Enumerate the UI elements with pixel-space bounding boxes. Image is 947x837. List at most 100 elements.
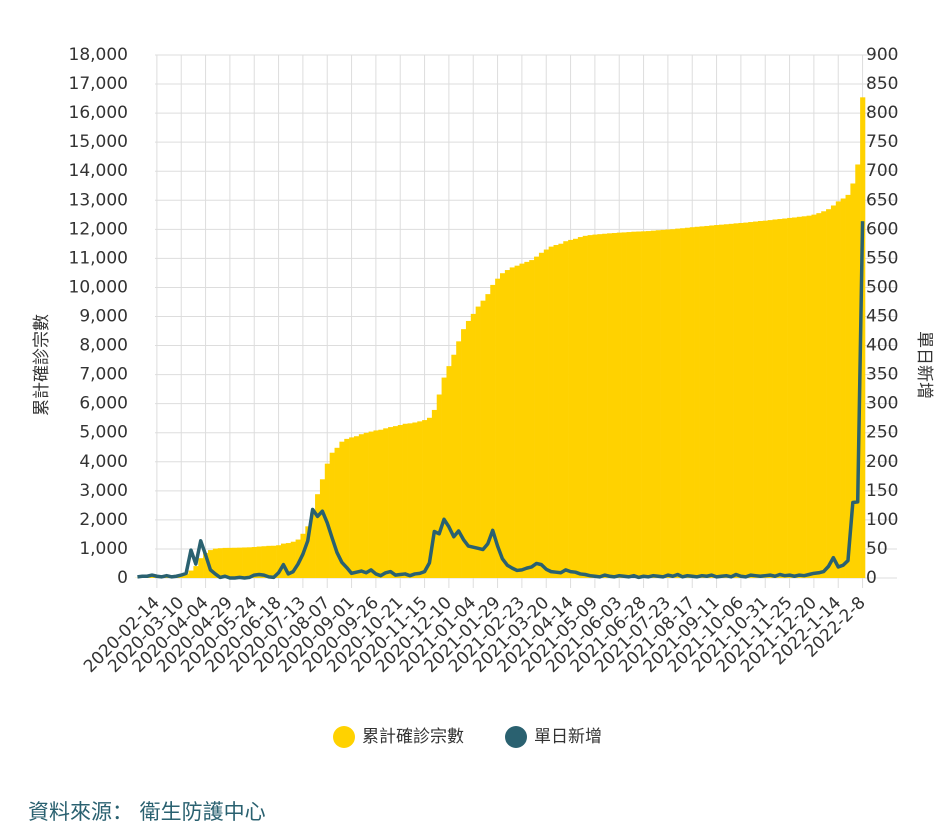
- bar: [724, 224, 729, 578]
- source-note: 資料來源： 衛生防護中心: [28, 800, 266, 824]
- bar: [578, 237, 583, 578]
- y2-tick-label: 650: [866, 190, 898, 210]
- legend-swatch: [333, 726, 355, 748]
- y-tick-label: 6,000: [79, 394, 128, 414]
- bar: [237, 548, 242, 578]
- y2-tick-label: 750: [866, 132, 898, 152]
- bar: [247, 547, 252, 578]
- y2-tick-label: 200: [866, 452, 898, 472]
- bar: [821, 211, 826, 578]
- y2-tick-label: 250: [866, 423, 898, 443]
- y2-tick-label: 600: [866, 219, 898, 239]
- bar: [607, 233, 612, 578]
- bar: [558, 244, 563, 578]
- bar: [768, 220, 773, 578]
- bar: [792, 217, 797, 578]
- y-tick-label: 3,000: [79, 481, 128, 501]
- y2-tick-label: 150: [866, 481, 898, 501]
- bar: [544, 250, 549, 578]
- bar: [534, 257, 539, 578]
- bar: [412, 422, 417, 578]
- bar: [612, 233, 617, 578]
- bar: [777, 219, 782, 578]
- bar: [807, 216, 812, 578]
- bar: [539, 253, 544, 578]
- bar: [831, 205, 836, 578]
- bar: [763, 221, 768, 578]
- y-tick-label: 15,000: [69, 132, 128, 152]
- bar: [383, 428, 388, 578]
- bar: [471, 314, 476, 578]
- bar: [583, 236, 588, 578]
- bar: [811, 215, 816, 578]
- y2-tick-label: 400: [866, 336, 898, 356]
- y2-tick-label: 550: [866, 248, 898, 268]
- y-tick-label: 9,000: [79, 307, 128, 327]
- y2-tick-label: 100: [866, 510, 898, 530]
- bar: [636, 232, 641, 578]
- bar: [714, 225, 719, 578]
- y-tick-label: 4,000: [79, 452, 128, 472]
- bar: [505, 270, 510, 578]
- y2-tick-label: 50: [866, 539, 888, 559]
- bar: [729, 224, 734, 578]
- bar: [680, 228, 685, 578]
- bar: [481, 301, 486, 578]
- bar: [753, 222, 758, 578]
- bar: [373, 430, 378, 578]
- y-tick-label: 18,000: [69, 45, 128, 65]
- bar: [364, 433, 369, 578]
- y2-tick-label: 700: [866, 161, 898, 181]
- bar: [369, 432, 374, 578]
- bar: [661, 230, 666, 578]
- y2-tick-label: 450: [866, 307, 898, 327]
- bar: [554, 245, 559, 578]
- bar: [442, 378, 447, 578]
- bar: [549, 247, 554, 578]
- bar: [529, 260, 534, 578]
- bar: [748, 222, 753, 578]
- y-tick-label: 7,000: [79, 365, 128, 385]
- y2-tick-label: 300: [866, 394, 898, 414]
- y-tick-label: 0: [117, 568, 128, 588]
- bar: [685, 228, 690, 578]
- y-tick-label: 8,000: [79, 336, 128, 356]
- bar: [403, 424, 408, 578]
- bar: [690, 227, 695, 578]
- bar: [524, 262, 529, 578]
- y-tick-label: 13,000: [69, 190, 128, 210]
- bar: [446, 366, 451, 578]
- bar: [344, 439, 349, 578]
- legend-swatch: [505, 726, 527, 748]
- y2-tick-label: 800: [866, 103, 898, 123]
- bar: [281, 544, 286, 578]
- bar: [189, 571, 194, 578]
- bar: [510, 267, 515, 578]
- bar: [738, 223, 743, 578]
- bar: [646, 231, 651, 578]
- bar: [758, 221, 763, 578]
- bar: [456, 341, 461, 578]
- bar: [631, 232, 636, 578]
- bar: [787, 218, 792, 578]
- bar: [315, 494, 320, 578]
- bar: [398, 425, 403, 578]
- y-tick-label: 12,000: [69, 219, 128, 239]
- y-tick-label: 17,000: [69, 74, 128, 94]
- y-tick-label: 2,000: [79, 510, 128, 530]
- bar: [519, 264, 524, 578]
- bar: [734, 223, 739, 578]
- bar: [670, 229, 675, 578]
- bar: [700, 226, 705, 578]
- bar: [826, 209, 831, 578]
- y2-tick-label: 0: [866, 568, 877, 588]
- bar: [422, 420, 427, 578]
- bar: [378, 430, 383, 578]
- y-tick-label: 5,000: [79, 423, 128, 443]
- bar: [841, 199, 846, 578]
- bar: [408, 423, 413, 578]
- bar: [656, 230, 661, 578]
- y-tick-label: 1,000: [79, 539, 128, 559]
- bar: [588, 235, 593, 578]
